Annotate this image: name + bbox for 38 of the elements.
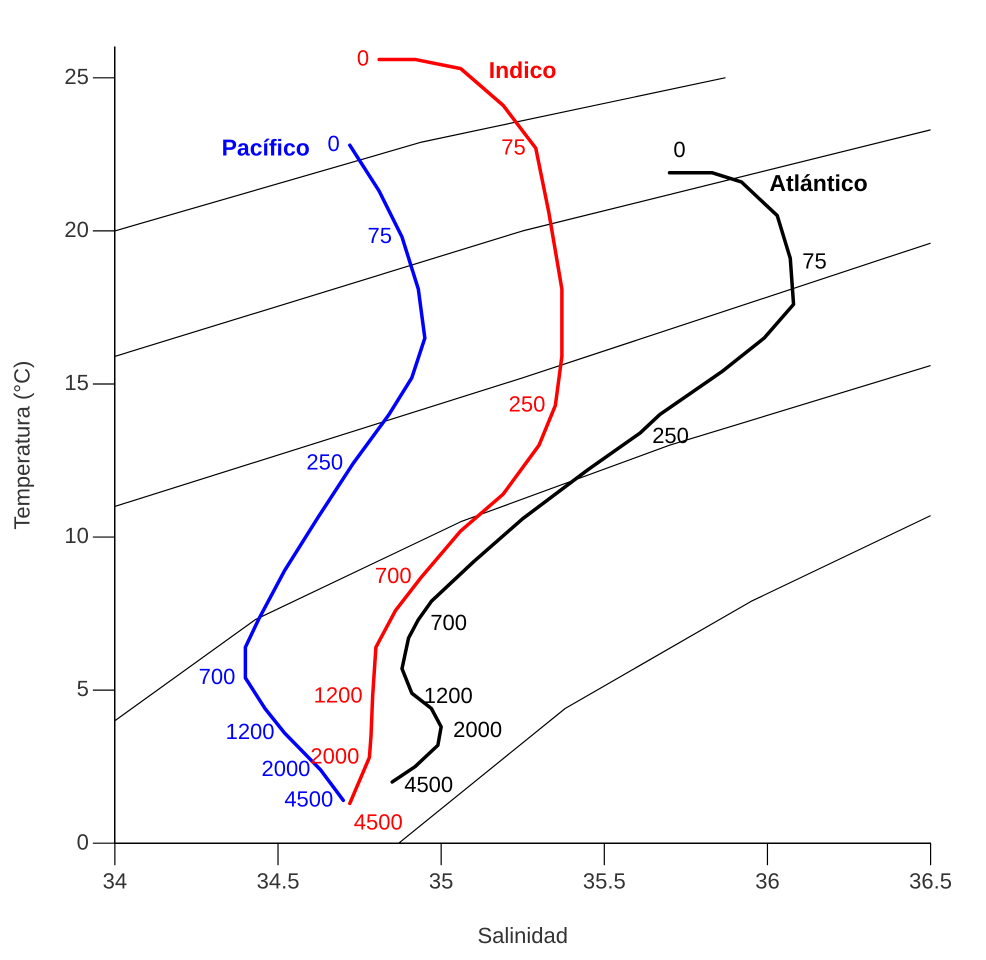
annotation: 1200 (424, 683, 473, 708)
y-tick-label: 15 (64, 370, 89, 396)
y-tick-label: 5 (76, 676, 89, 702)
annotation: 75 (501, 134, 526, 160)
annotation: 2000 (261, 756, 310, 781)
annotation: 2000 (453, 716, 502, 742)
x-tick-label: 34.5 (256, 868, 300, 894)
x-tick-label: 35.5 (582, 868, 626, 894)
x-tick-label: 35 (428, 868, 454, 894)
annotation: 75 (368, 223, 392, 248)
annotation: 0 (673, 136, 686, 162)
annotation: 75 (802, 248, 827, 274)
annotation: 1200 (226, 719, 275, 744)
series-label: Atlántico (769, 170, 868, 196)
x-axis-title: Salinidad (477, 922, 568, 948)
annotation: 700 (374, 562, 412, 588)
annotation: 700 (198, 664, 236, 689)
annotation: 700 (430, 610, 468, 635)
y-axis-title: Temperatura (°C) (9, 360, 34, 530)
series-label: Indico (488, 56, 556, 83)
annotation: 0 (328, 131, 340, 156)
annotation: 4500 (284, 786, 334, 812)
annotation: 250 (652, 423, 689, 448)
y-tick-label: 20 (64, 216, 89, 242)
annotation: 250 (508, 391, 546, 416)
x-tick-label: 36 (755, 868, 780, 894)
annotation: 4500 (404, 772, 454, 798)
y-tick-label: 0 (76, 829, 89, 854)
y-tick-label: 25 (64, 64, 89, 89)
x-tick-label: 36.5 (909, 868, 952, 894)
annotation: 250 (306, 450, 344, 475)
series-label: Pacífico (222, 134, 310, 161)
annotation: 0 (356, 46, 370, 71)
annotation: 1200 (314, 682, 363, 708)
x-tick-label: 34 (102, 868, 128, 894)
annotation: 2000 (310, 744, 360, 769)
annotation: 4500 (354, 809, 403, 834)
y-tick-label: 10 (64, 523, 89, 548)
